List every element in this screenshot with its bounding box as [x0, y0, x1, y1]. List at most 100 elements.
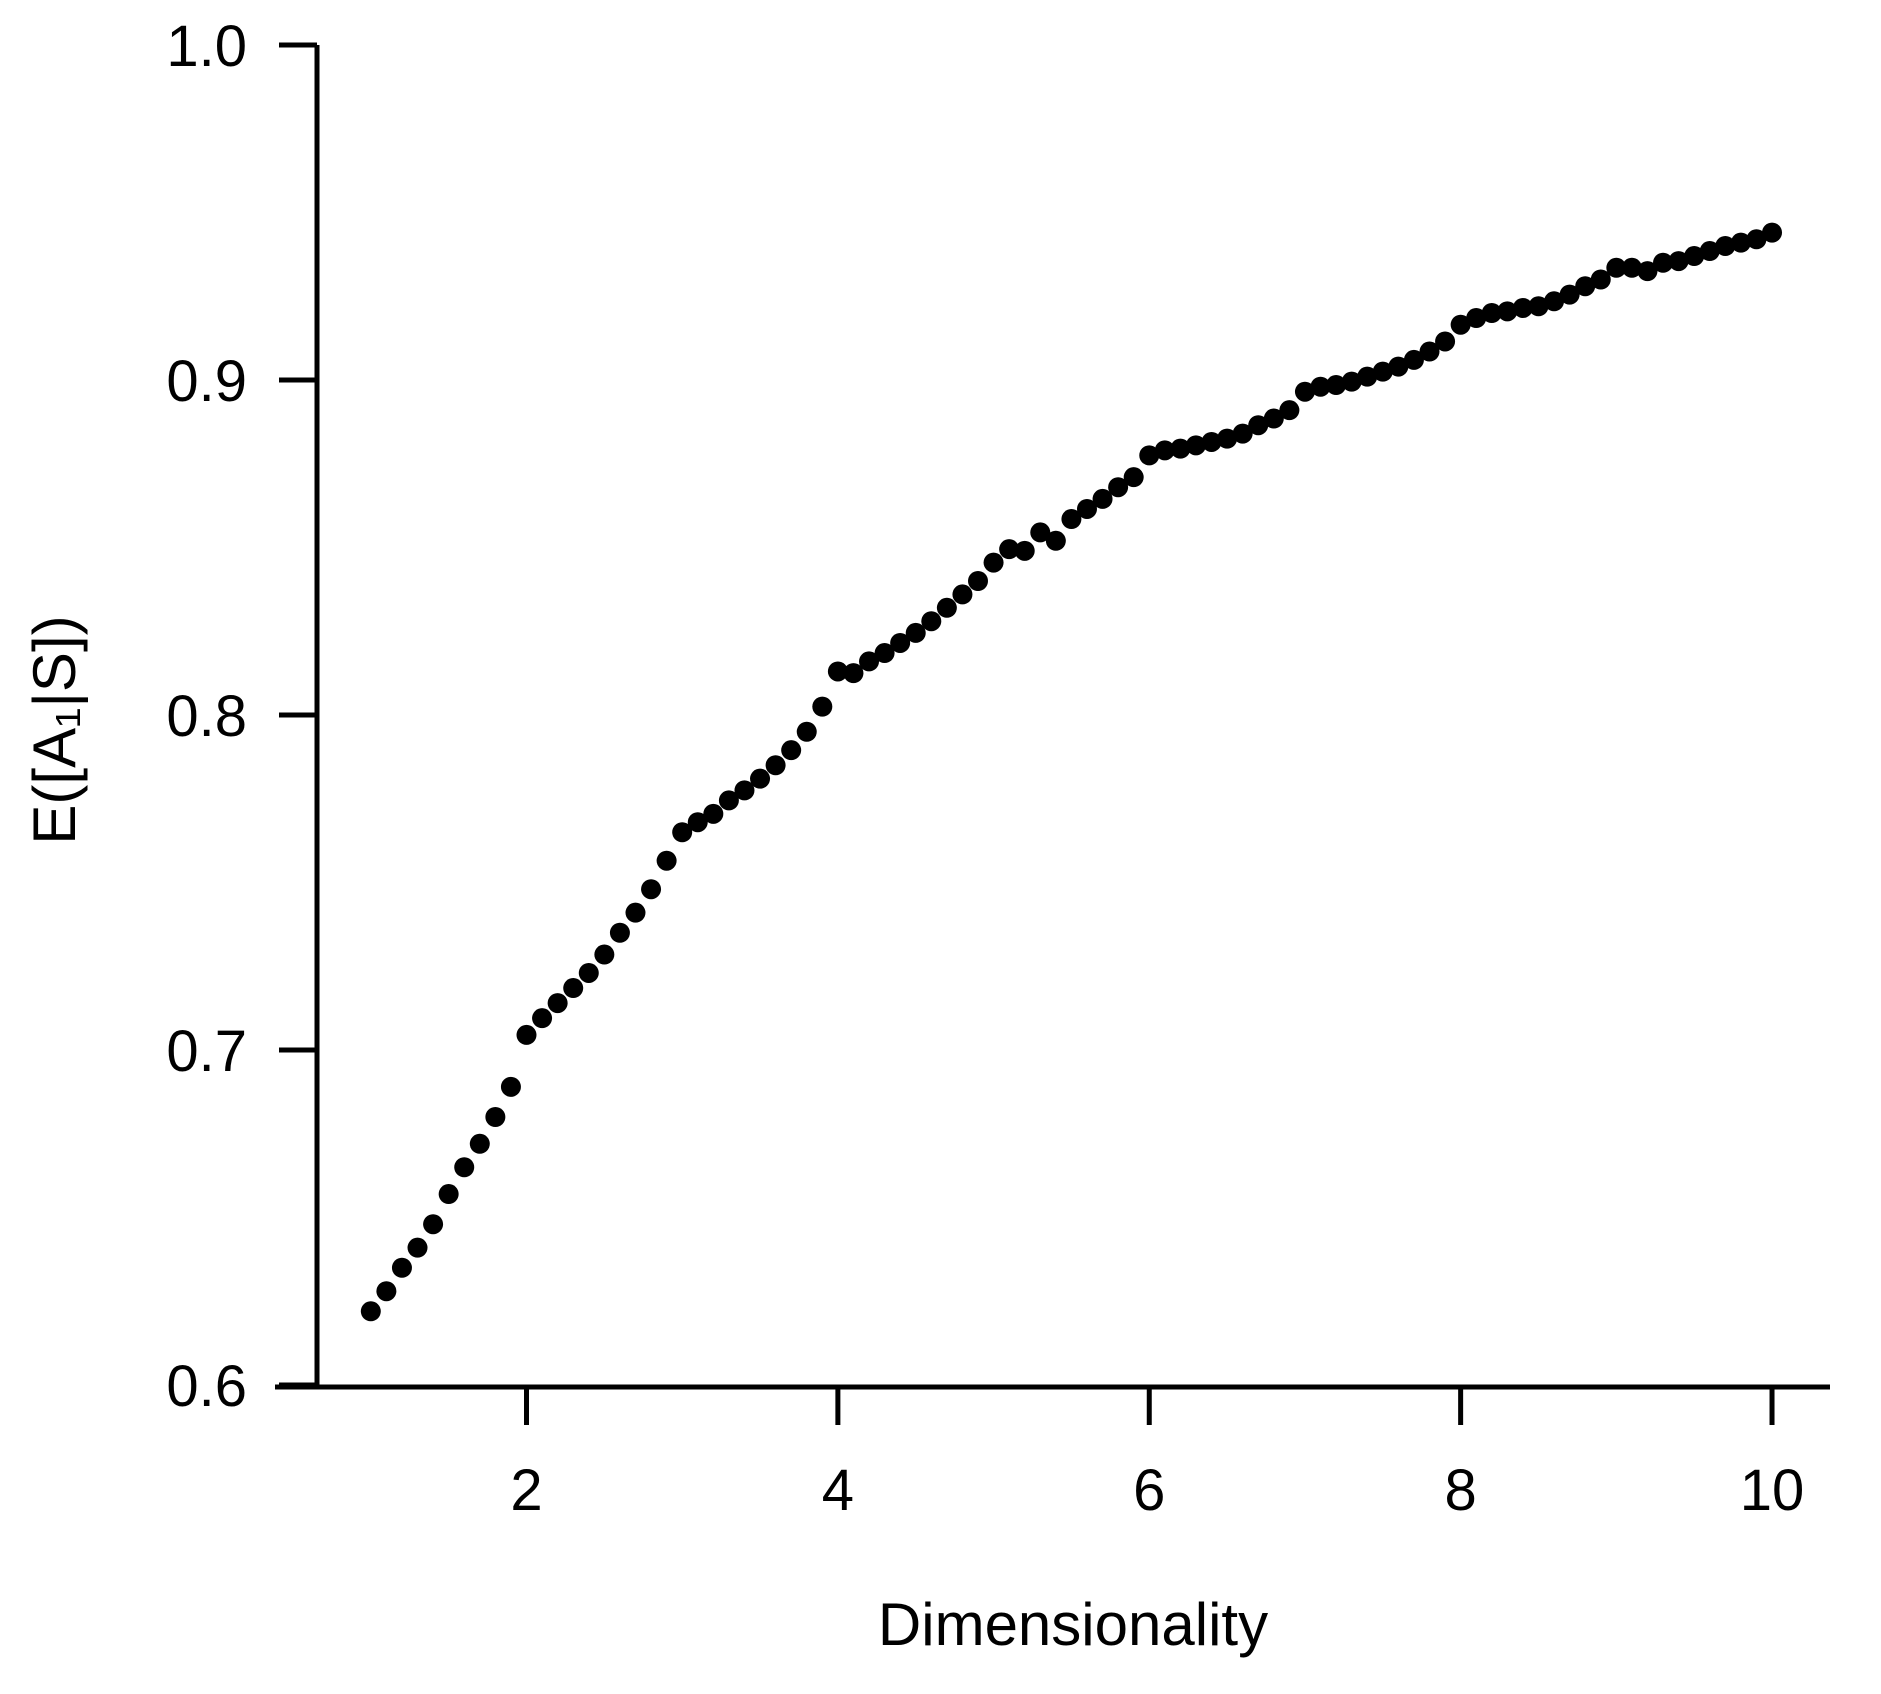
data-point: [1217, 428, 1238, 449]
data-point: [1123, 467, 1144, 488]
data-point: [454, 1157, 475, 1178]
data-point: [921, 611, 942, 632]
data-point: [500, 1076, 521, 1097]
data-point: [952, 584, 973, 605]
data-point: [1263, 408, 1284, 429]
x-tick-label: 8: [1445, 1458, 1477, 1523]
y-tick-label: 0.6: [166, 1354, 247, 1419]
data-point: [1279, 400, 1300, 421]
data-point: [672, 822, 693, 843]
data-point: [485, 1107, 506, 1127]
x-axis-label: Dimensionality: [878, 1591, 1268, 1658]
axes: 2 4 6 8 10 0.6 0.7 0.8 0.9 1.0: [166, 14, 1830, 1523]
data-point: [438, 1184, 459, 1205]
data-point: [407, 1237, 428, 1258]
data-point: [796, 721, 817, 742]
data-point: [469, 1133, 490, 1154]
data-point: [1201, 431, 1222, 452]
data-point: [423, 1214, 444, 1235]
data-point: [1653, 252, 1674, 273]
data-points: [360, 222, 1783, 1322]
data-point: [391, 1257, 412, 1278]
data-point: [1559, 284, 1580, 305]
data-point: [376, 1281, 397, 1302]
data-point: [936, 597, 957, 618]
data-point: [656, 850, 677, 871]
data-point: [1076, 498, 1097, 519]
data-point: [1139, 445, 1160, 466]
data-point: [1497, 301, 1518, 322]
data-point: [1045, 530, 1066, 551]
data-point: [1699, 241, 1720, 262]
data-point: [859, 651, 880, 672]
data-point: [905, 622, 926, 643]
data-point: [578, 962, 599, 983]
data-point: [625, 902, 646, 923]
data-point: [1590, 269, 1611, 290]
data-point: [1341, 371, 1362, 392]
data-point: [1528, 296, 1549, 317]
data-point: [1092, 488, 1113, 509]
data-point: [1014, 540, 1035, 561]
data-point: [1185, 435, 1206, 456]
data-point: [547, 993, 568, 1014]
x-tick-label: 4: [822, 1458, 854, 1523]
y-tick-label: 0.8: [166, 684, 247, 749]
data-point: [1637, 261, 1658, 282]
data-point: [1481, 303, 1502, 323]
data-point: [1030, 522, 1051, 543]
y-tick-label: 0.9: [166, 349, 247, 414]
y-axis-label: E([A₁|S]): [21, 615, 88, 844]
data-point: [1372, 361, 1393, 382]
data-point: [516, 1024, 537, 1045]
data-point: [563, 978, 584, 999]
data-point: [609, 922, 630, 943]
data-point: [750, 768, 771, 789]
data-point: [1730, 232, 1751, 253]
data-point: [827, 661, 848, 682]
data-point: [641, 879, 662, 900]
data-point: [999, 539, 1020, 560]
data-point: [1512, 297, 1533, 318]
data-point: [890, 632, 911, 653]
data-point: [703, 803, 724, 824]
data-point: [1248, 415, 1269, 436]
data-point: [687, 812, 708, 833]
data-point: [1621, 257, 1642, 278]
data-point: [1668, 251, 1689, 272]
x-tick-label: 10: [1740, 1458, 1805, 1523]
data-point: [1544, 291, 1565, 312]
data-point: [360, 1301, 381, 1322]
data-point: [968, 571, 989, 591]
x-tick-label: 6: [1133, 1458, 1165, 1523]
data-point: [1606, 257, 1627, 278]
data-point: [594, 944, 615, 965]
data-point: [1684, 246, 1705, 267]
data-point: [1108, 477, 1129, 498]
data-point: [1762, 222, 1783, 243]
data-point: [874, 643, 895, 664]
data-point: [1388, 356, 1409, 377]
data-point: [843, 663, 864, 684]
data-point: [1746, 229, 1767, 250]
data-point: [1154, 440, 1175, 461]
data-point: [1170, 438, 1191, 459]
data-point: [1450, 314, 1471, 335]
data-point: [532, 1008, 553, 1029]
data-point: [1466, 308, 1487, 329]
data-point: [1575, 276, 1596, 297]
data-point: [1403, 349, 1424, 370]
y-tick-label: 0.7: [166, 1019, 247, 1084]
data-point: [765, 755, 786, 776]
data-point: [1294, 381, 1315, 402]
data-point: [1419, 341, 1440, 362]
data-point: [781, 740, 802, 761]
data-point: [1232, 423, 1253, 444]
x-tick-label: 2: [510, 1458, 542, 1523]
y-tick-label: 1.0: [166, 14, 247, 79]
data-point: [983, 552, 1004, 573]
data-point: [1061, 509, 1082, 530]
data-point: [812, 696, 833, 717]
